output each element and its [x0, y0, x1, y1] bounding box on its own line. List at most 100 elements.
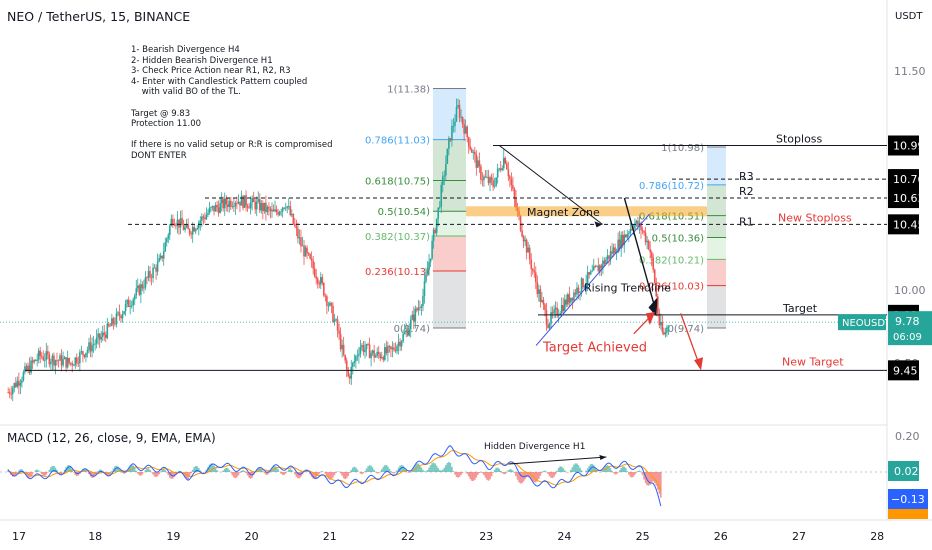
macd-histogram-bar [164, 470, 167, 472]
new-target-arrow[interactable] [680, 313, 701, 368]
macd-histogram-bar [97, 471, 99, 472]
price-level-box[interactable] [888, 360, 919, 381]
candle-body [211, 205, 214, 208]
candle-body [385, 347, 388, 354]
macd-histogram-bar [440, 470, 443, 472]
rising-trendline[interactable] [535, 213, 650, 346]
macd-title[interactable]: MACD (12, 26, close, 9, EMA, EMA) [7, 431, 216, 445]
macd-histogram-bar [242, 470, 244, 472]
note-line: Protection 11.00 [131, 119, 202, 130]
macd-histogram-bar [643, 472, 645, 480]
candle-body [178, 219, 180, 228]
candle-body [445, 163, 447, 176]
candle-body [605, 259, 607, 264]
symbol-price-tag[interactable] [838, 314, 886, 331]
candle-body [124, 303, 127, 312]
candle-body [156, 261, 159, 272]
candle-body [50, 362, 52, 365]
candle-body [405, 330, 407, 333]
macd-histogram-bar [355, 467, 357, 472]
candle-body [265, 202, 267, 212]
macd-histogram-bar [391, 472, 394, 474]
candle-body [323, 282, 325, 296]
candle-body [457, 104, 459, 107]
macd-histogram-bar [435, 465, 438, 472]
candle-body [589, 271, 592, 275]
macd-histogram-bar [472, 472, 475, 482]
candle-body [89, 342, 92, 352]
macd-histogram-bar [132, 465, 135, 472]
candle-body [376, 351, 379, 356]
candle-body [313, 268, 316, 277]
candle-body [387, 345, 389, 354]
candle-body [524, 239, 526, 242]
candle-body [475, 154, 478, 168]
macd-histogram-bar [318, 472, 321, 474]
macd-histogram-bar [18, 470, 20, 472]
macd-histogram-bar [158, 472, 160, 475]
candle-body [48, 354, 51, 365]
macd-histogram-bar [155, 472, 157, 478]
magnet-zone[interactable] [466, 206, 707, 217]
price-level-box[interactable] [888, 214, 919, 235]
fib-level-label: 0.382(10.21) [639, 255, 704, 266]
macd-histogram-bar [69, 466, 72, 472]
candle-body [19, 382, 22, 386]
candle-body [100, 336, 102, 340]
macd-signal-box [888, 509, 928, 519]
candle-body [560, 305, 563, 314]
macd-histogram-bar [556, 470, 558, 472]
candle-body [159, 255, 162, 259]
price-level-box[interactable] [888, 135, 919, 156]
macd-histogram-bar [504, 472, 507, 475]
macd-histogram-bar [260, 468, 263, 472]
currency-label: USDT [895, 11, 923, 22]
price-level-box[interactable] [888, 169, 919, 190]
projection-arrow[interactable] [623, 197, 657, 311]
candle-body [291, 213, 293, 216]
candle-body [210, 207, 212, 209]
candle-body [595, 265, 598, 267]
candle-body [556, 307, 558, 316]
candle-body [574, 292, 577, 295]
macd-histogram-bar [579, 467, 581, 472]
symbol-title[interactable]: NEO / TetherUS, 15, BINANCE [7, 9, 191, 24]
macd-histogram-bar [397, 467, 400, 472]
current-price-box[interactable] [888, 311, 932, 346]
fib-level-label: 0.5(10.36) [652, 233, 704, 244]
candle-body [79, 352, 81, 364]
candles [7, 98, 670, 402]
macd-histogram-bar [146, 468, 148, 472]
macd-histogram-bar [356, 469, 359, 472]
macd-histogram-bar [573, 464, 575, 472]
candle-body [252, 197, 255, 203]
macd-histogram-bar [115, 465, 118, 472]
candle-body [295, 226, 298, 229]
candle-body [37, 350, 40, 360]
candle-body [74, 357, 77, 366]
candle-body [8, 392, 11, 394]
macd-hist-box[interactable] [888, 461, 919, 481]
macd-histogram-bar [95, 472, 98, 474]
hidden-divergence-line[interactable] [508, 456, 607, 465]
macd-line-box[interactable] [888, 489, 928, 509]
candle-body [440, 184, 443, 207]
candle-body [650, 252, 653, 258]
candle-body [499, 168, 502, 170]
drawn-line[interactable] [498, 145, 603, 225]
candle-body [562, 305, 565, 312]
macd-histogram-bar [27, 472, 29, 478]
candle-body [39, 350, 42, 356]
macd-histogram-bar [638, 470, 641, 472]
candle-body [637, 220, 639, 227]
macd-histogram-bar [425, 471, 427, 472]
arrow-head [599, 455, 607, 460]
candle-body [362, 345, 365, 353]
macd-histogram-bar [353, 466, 356, 472]
candle-body [83, 354, 86, 358]
macd-histogram-bar [222, 470, 224, 472]
price-level-box[interactable] [888, 188, 919, 209]
macd-histogram-bar [449, 462, 452, 472]
candle-body [473, 151, 476, 155]
